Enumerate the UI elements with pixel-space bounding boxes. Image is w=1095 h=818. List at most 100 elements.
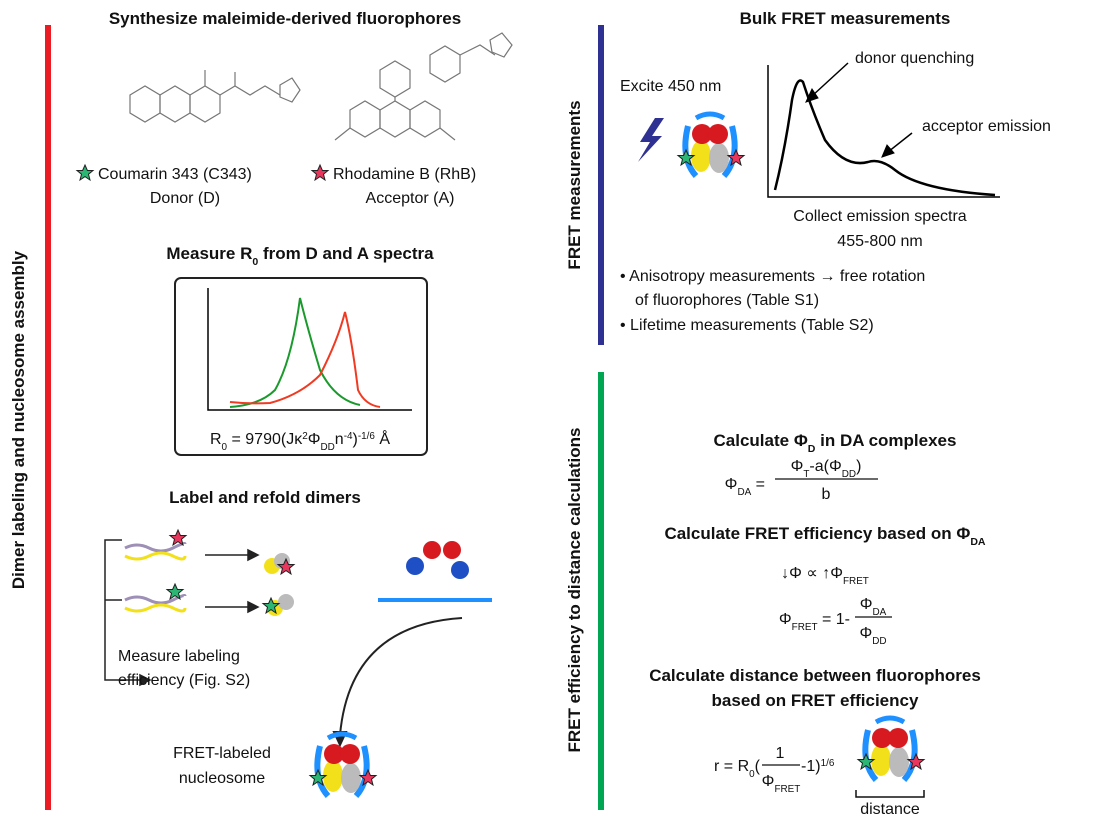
text-run: ) — [856, 458, 861, 475]
formula: r = R0( — [714, 758, 761, 780]
emission-plot-part — [811, 62, 849, 97]
formula: R0 = 9790(Jκ2ΦDDn-4)-1/6 Å — [210, 429, 390, 453]
section-title: Bulk FRET measurements — [740, 9, 951, 28]
label: Collect emission spectra — [793, 208, 967, 225]
emission-plot-part — [767, 65, 1000, 198]
subscript: 0 — [749, 769, 755, 780]
molecule-structure-part — [349, 100, 381, 138]
spectra-plot-part — [229, 297, 361, 408]
bracket-part — [104, 539, 140, 681]
label: Acceptor (A) — [366, 190, 455, 207]
side-label: FRET measurements — [565, 100, 584, 269]
text-run: Φ — [779, 611, 792, 628]
label: 455-800 nm — [837, 233, 922, 250]
section-title: Label and refold dimers — [169, 488, 361, 507]
superscript: -4 — [344, 431, 353, 442]
subscript: 0 — [222, 442, 228, 453]
section-title: Calculate ΦD in DA complexes — [714, 431, 957, 455]
molecule-structure — [334, 32, 513, 141]
emission-plot-part — [887, 132, 913, 153]
formula: ↓Φ ∝ ↑ΦFRET — [781, 565, 869, 587]
text-run: Φ — [762, 773, 775, 790]
nucleosome-part — [317, 734, 366, 796]
assembly-arrow — [332, 617, 463, 748]
labeled-dimer-part — [278, 594, 294, 610]
dimer-strands-part — [124, 603, 187, 613]
text-run: Φ — [791, 458, 804, 475]
formula: b — [822, 486, 831, 503]
text-run: Φ — [725, 476, 738, 493]
section-bar — [598, 372, 604, 810]
text-run: R — [210, 431, 222, 448]
side-label: FRET efficiency to distance calculations — [565, 428, 584, 753]
spectra-plot — [207, 288, 412, 411]
nucleosome-part — [685, 114, 734, 176]
subscript: DD — [842, 469, 856, 480]
text-run: Å — [375, 429, 390, 448]
text-run: ( — [755, 758, 761, 775]
emission-plot-part — [881, 144, 895, 158]
lightning — [638, 118, 664, 162]
dimer-strands-part — [124, 594, 187, 605]
spectra-box — [174, 277, 428, 456]
bullet: • Lifetime measurements (Table S2) — [620, 317, 874, 334]
text-run: ↓Φ ∝ ↑Φ — [781, 565, 843, 582]
bullet: of fluorophores (Table S1) — [635, 292, 819, 309]
text-run: Φ — [860, 596, 873, 613]
label: efficiency (Fig. S2) — [118, 672, 250, 689]
formula: ΦDA = — [725, 476, 765, 498]
subscript: FRET — [843, 576, 869, 587]
annotation: acceptor emission — [922, 118, 1051, 135]
formula: 1 — [776, 745, 785, 762]
bracket-part — [247, 600, 260, 614]
molecule-structure-part — [159, 85, 191, 123]
section-bar — [598, 25, 604, 345]
bracket — [104, 539, 260, 687]
acceptor-star — [311, 164, 329, 181]
section-title: Measure R0 from D and A spectra — [166, 244, 434, 268]
formula: ΦFRET = 1- — [779, 611, 850, 633]
distance-bracket — [855, 790, 925, 798]
molecule-structure-part — [439, 127, 456, 141]
section-title: Calculate distance between fluorophores — [649, 666, 981, 685]
text-run: ) — [353, 431, 358, 448]
section-title: based on FRET efficiency — [712, 691, 919, 710]
text-run: Calculate Φ — [714, 431, 808, 450]
label: Coumarin 343 (C343) — [98, 166, 252, 183]
text-run: in DA complexes — [815, 431, 956, 450]
spectra-plot-part — [229, 311, 381, 408]
annotation: donor quenching — [855, 50, 974, 67]
molecule-structure-part — [459, 44, 496, 56]
bullet: • Anisotropy measurements → free rotatio… — [620, 268, 925, 285]
text-run: from D and A spectra — [258, 244, 434, 263]
subscript: DA — [873, 607, 887, 618]
subscript: DD — [872, 636, 886, 647]
nucleosome-part — [865, 718, 914, 780]
text-run: -a(Φ — [809, 458, 841, 475]
subscript: DA — [737, 487, 751, 498]
assembly-arrow-part — [339, 617, 463, 736]
labeled-dimer — [262, 553, 295, 616]
emission-plot-part — [805, 87, 819, 103]
molecule-structure-part — [279, 77, 301, 103]
section-bar — [45, 25, 51, 810]
nucleosome — [677, 114, 745, 176]
molecule-structure-part — [489, 32, 513, 58]
tetramer-part — [406, 557, 424, 575]
tetramer — [378, 541, 492, 602]
subscript: 0 — [252, 256, 258, 268]
label: Rhodamine B (RhB) — [333, 166, 476, 183]
molecule-structure-part — [379, 60, 411, 98]
section-title: Synthesize maleimide-derived fluorophore… — [109, 9, 461, 28]
molecule-structure — [129, 70, 301, 123]
molecule-structure-part — [189, 85, 221, 123]
subscript: FRET — [774, 784, 800, 795]
label: Measure labeling — [118, 648, 240, 665]
molecule-structure-part — [379, 100, 411, 138]
label: distance — [860, 801, 920, 818]
text-run: r = R — [714, 758, 749, 775]
label: FRET-labeled — [173, 745, 271, 762]
tetramer-part — [451, 561, 469, 579]
subscript: DD — [320, 442, 334, 453]
